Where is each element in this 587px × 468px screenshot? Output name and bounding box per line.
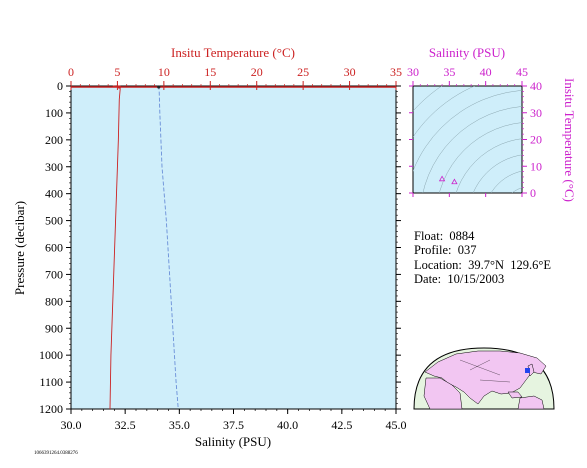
temperature-surface-point [117,85,121,89]
location-info: Location: 39.7°N 129.6°E [414,228,551,288]
pressure-tick-label: 600 [45,241,63,255]
temperature-tick-label: 15 [204,65,216,79]
pressure-tick-label: 100 [45,106,63,120]
map-land-southeast-asia [507,391,523,399]
profile-plot-area [70,85,397,410]
map-border-line [469,359,491,371]
pressure-tick-label: 1200 [39,402,63,416]
temperature-tick-label: 25 [297,65,309,79]
ts-salinity-ticks: 30 35 40 45 [407,65,528,197]
profile-number: Profile: 037 [414,243,477,257]
map-border-line [459,359,501,376]
pressure-tick-label: 300 [45,160,63,174]
pressure-tick-label: 1100 [39,375,63,389]
salinity-tick-label: 42.5 [331,418,352,432]
salinity-profile-line [157,85,179,410]
map-border-line [479,379,511,383]
ts-data-point [451,178,458,185]
salinity-axis-ticks: 30.0 32.5 35.0 37.5 40.0 42.5 45.0 [61,409,407,432]
salinity-tick-label: 35.0 [169,418,190,432]
pressure-tick-label: 400 [45,187,63,201]
footer-code: 1066391264.0388276 [34,451,78,456]
pressure-axis-ticks: 0 100 200 300 400 500 600 700 800 900 1000 1100 1200 [39,79,401,416]
ts-salinity-tick-label: 35 [443,65,455,79]
salinity-tick-label: 40.0 [277,418,298,432]
map-land-eurasia [424,350,547,405]
temperature-axis-title: Insitu Temperature (°C) [171,45,295,60]
salinity-surface-point [157,85,161,89]
profile-chart: 0 5 10 15 20 25 30 35 30.0 32.5 35.0 37.5 40.0 42.5 4… [12,45,407,449]
ts-temperature-tick-label: 10 [530,159,542,173]
temperature-tick-label: 30 [344,65,356,79]
temperature-tick-label: 10 [158,65,170,79]
ts-temperature-tick-label: 0 [530,186,536,200]
pressure-tick-label: 800 [45,294,63,308]
profile-lines [71,85,396,410]
ts-salinity-tick-label: 40 [480,65,492,79]
ts-data-point [438,175,446,182]
ts-salinity-axis-title: Salinity (PSU) [429,45,505,60]
ts-temperature-tick-label: 40 [530,79,542,93]
ts-salinity-tick-label: 30 [407,65,419,79]
pressure-tick-label: 0 [57,79,63,93]
location-value: Location: 39.7°N 129.6°E [414,258,552,272]
pressure-tick-label: 1000 [39,348,63,362]
ts-plot-area [412,85,523,194]
salinity-tick-label: 37.5 [223,418,244,432]
temperature-tick-label: 20 [251,65,263,79]
ts-temperature-tick-label: 20 [530,133,542,147]
salinity-tick-label: 30.0 [61,418,82,432]
temperature-tick-label: 5 [114,65,120,79]
salinity-tick-label: 32.5 [115,418,136,432]
location-map [413,347,555,410]
pressure-axis-title: Pressure (decibar) [12,201,27,295]
ts-salinity-tick-label: 45 [516,65,528,79]
temperature-tick-label: 35 [390,65,402,79]
pressure-tick-label: 900 [45,321,63,335]
pressure-tick-label: 500 [45,214,63,228]
salinity-axis-title: Salinity (PSU) [195,434,271,449]
date-info: Date: 10/15/2003 [414,242,504,302]
float-id: Float: 0884 [414,229,475,243]
salinity-tick-label: 45.0 [386,418,407,432]
map-land-africa [423,377,463,410]
map-land-australia [517,395,545,410]
pressure-tick-label: 200 [45,133,63,147]
profile-info: Profile: 037 [414,213,477,273]
ts-temperature-axis-title: Insitu Temperature (°C) [562,78,577,202]
ts-points [438,175,458,185]
pressure-tick-label: 700 [45,267,63,281]
float-location-marker [525,368,530,373]
float-info-panel: Float: 0884 [414,199,474,259]
ts-temperature-ticks: 0 10 20 30 40 [409,79,542,200]
temperature-tick-label: 0 [68,65,74,79]
date-value: Date: 10/15/2003 [414,272,505,286]
ts-temperature-tick-label: 30 [530,106,542,120]
temperature-axis-ticks: 0 5 10 15 20 25 30 35 [68,65,402,90]
